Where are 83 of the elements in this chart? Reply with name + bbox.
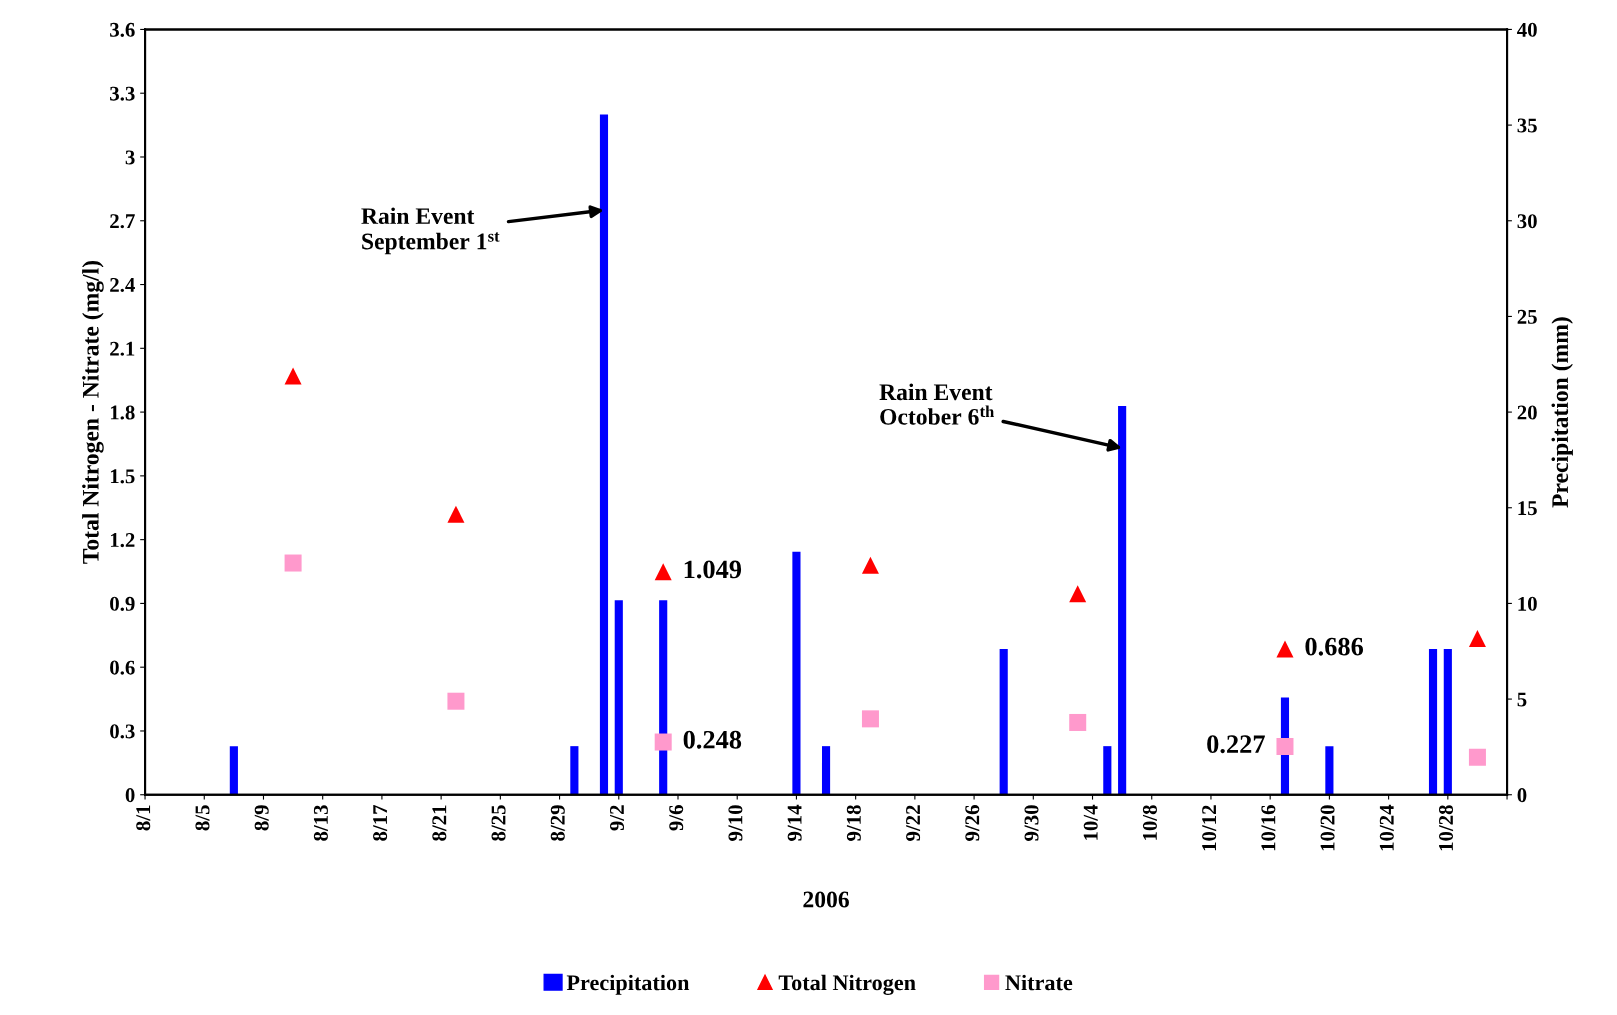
y2-tick-label: 0 bbox=[1517, 788, 1527, 803]
x-axis-title: 2006 bbox=[803, 891, 849, 908]
point bbox=[1468, 748, 1486, 766]
x-tick-label: 8/25 bbox=[491, 805, 506, 841]
point bbox=[654, 563, 672, 581]
x-tick-label: 10/28 bbox=[1438, 805, 1454, 851]
y-tick-label: 0.9 bbox=[110, 596, 135, 611]
x-tick-label: 9/14 bbox=[787, 804, 802, 841]
x-tick-label: 9/10 bbox=[728, 805, 743, 841]
y-tick-label: 1.5 bbox=[110, 469, 135, 484]
x-tick-label: 8/5 bbox=[195, 805, 210, 831]
y-tick-label: 0.6 bbox=[110, 660, 135, 675]
x-tick-label: 10/20 bbox=[1320, 805, 1335, 851]
bar bbox=[792, 551, 801, 795]
x-tick-label: 8/13 bbox=[313, 805, 328, 841]
data-label: 1.049 bbox=[684, 560, 742, 579]
x-tick-label: 10/16 bbox=[1261, 805, 1276, 851]
bar bbox=[1118, 405, 1127, 795]
y2-tick-label: 40 bbox=[1517, 22, 1537, 37]
x-tick-label: 10/8 bbox=[1142, 805, 1157, 840]
data-label: 0.227 bbox=[1207, 735, 1265, 754]
y-tick-label: 3.3 bbox=[110, 86, 135, 101]
x-tick-label: 9/18 bbox=[846, 805, 861, 841]
bar bbox=[999, 648, 1008, 795]
bar bbox=[229, 746, 238, 795]
data-label: 0.686 bbox=[1305, 637, 1364, 656]
bar bbox=[1325, 746, 1334, 795]
point bbox=[284, 367, 302, 385]
x-tick-label: 8/1 bbox=[136, 805, 151, 831]
bar bbox=[1428, 648, 1438, 795]
y-tick-label: 3.6 bbox=[110, 22, 135, 37]
point bbox=[284, 554, 302, 572]
y2-tick-label: 25 bbox=[1517, 309, 1537, 324]
y-tick-label: 0.3 bbox=[110, 724, 135, 739]
y-tick-label: 2.7 bbox=[110, 214, 135, 229]
y-tick-label: 1.8 bbox=[110, 405, 135, 420]
bar bbox=[614, 600, 623, 795]
x-tick-label: 8/9 bbox=[254, 805, 269, 831]
y2-tick-label: 10 bbox=[1518, 596, 1537, 611]
y2-tick-label: 30 bbox=[1517, 214, 1537, 229]
y-tick-label: 3 bbox=[125, 150, 135, 165]
x-tick-label: 9/6 bbox=[669, 805, 684, 831]
x-tick-label: 8/29 bbox=[550, 805, 565, 841]
bar bbox=[599, 114, 609, 795]
x-tick-label: 10/12 bbox=[1202, 805, 1217, 851]
point bbox=[447, 692, 465, 710]
y2-axis-title: Precipitation (mm) bbox=[1551, 317, 1573, 508]
data-label: 0.248 bbox=[683, 730, 742, 749]
legend-label: Nitrate bbox=[1005, 974, 1073, 991]
x-tick-label: 9/22 bbox=[906, 805, 921, 841]
x-tick-label: 10/4 bbox=[1083, 804, 1098, 840]
legend-label: Total Nitrogen bbox=[778, 974, 916, 995]
x-tick-label: 8/21 bbox=[432, 805, 447, 841]
point bbox=[1468, 629, 1486, 647]
x-tick-label: 10/24 bbox=[1379, 804, 1394, 851]
x-tick-label: 9/26 bbox=[965, 805, 980, 841]
y-tick-label: 1.2 bbox=[110, 533, 135, 548]
point bbox=[1276, 737, 1294, 755]
bar bbox=[821, 746, 831, 795]
y2-tick-label: 20 bbox=[1517, 405, 1537, 420]
point bbox=[1069, 585, 1087, 603]
y-tick-label: 2.1 bbox=[110, 341, 135, 356]
point bbox=[1276, 640, 1294, 658]
y2-tick-label: 15 bbox=[1518, 501, 1537, 516]
point bbox=[861, 710, 879, 728]
point bbox=[654, 733, 672, 751]
point bbox=[447, 505, 465, 523]
legend-label: Precipitation bbox=[566, 974, 690, 995]
y-tick-label: 0 bbox=[125, 788, 135, 803]
bar bbox=[1443, 648, 1452, 795]
y2-tick-label: 5 bbox=[1517, 692, 1527, 707]
bar bbox=[570, 746, 579, 795]
annotation: Rain Event September 1$^{st}$ bbox=[361, 207, 500, 255]
x-tick-label: 8/17 bbox=[373, 804, 388, 841]
y-tick-label: 2.4 bbox=[110, 277, 135, 293]
annotation: Rain Event October 6$^{th}$ bbox=[879, 383, 995, 425]
point bbox=[861, 556, 879, 574]
bar bbox=[1103, 746, 1112, 795]
point bbox=[1069, 713, 1087, 731]
y2-tick-label: 35 bbox=[1517, 118, 1537, 133]
y-axis-title: Total Nitrogen - Nitrate (mg/l) bbox=[82, 260, 104, 564]
x-tick-label: 9/30 bbox=[1024, 805, 1039, 841]
x-tick-label: 9/2 bbox=[610, 805, 624, 831]
